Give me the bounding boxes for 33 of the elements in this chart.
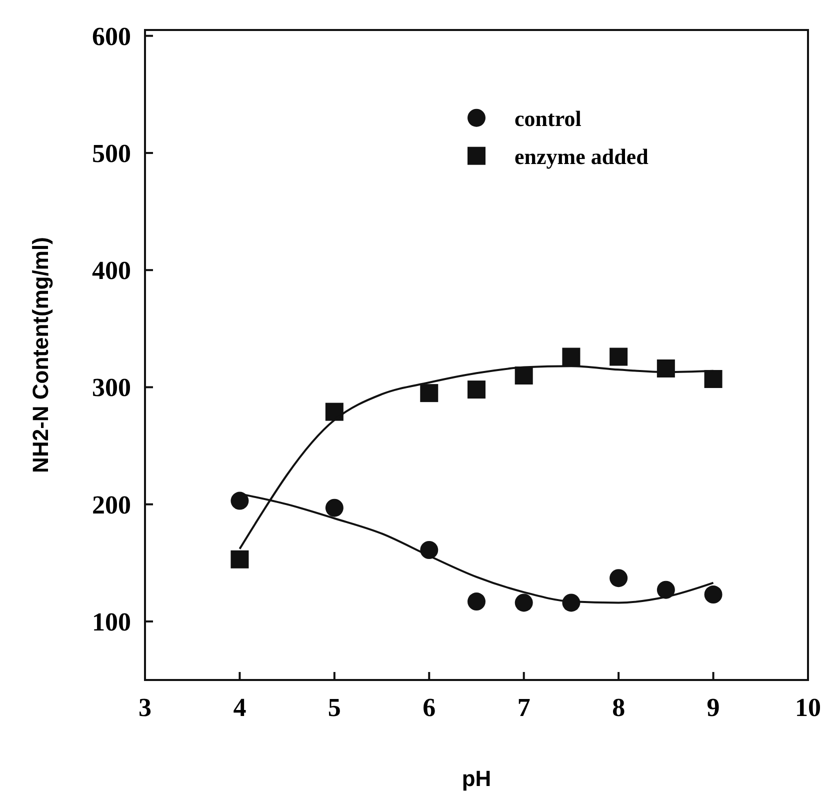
point [514,594,533,612]
y-tick-label: 600 [92,22,131,51]
x-tick-label: 9 [706,693,720,722]
x-tick-label: 7 [517,693,530,722]
point [325,498,344,517]
point [230,550,249,568]
x-axis-title: pH [462,766,492,791]
point [468,592,486,611]
point [704,370,722,388]
point [514,366,533,384]
x-tick-label: 4 [233,693,246,722]
x-tick-label: 3 [138,693,152,722]
point [704,586,722,604]
y-tick-label: 200 [92,490,131,520]
x-tick-label: 10 [795,693,821,722]
y-tick-label: 100 [92,607,131,636]
point [230,492,249,510]
x-tick-label: 5 [328,693,341,722]
point [325,402,344,421]
y-tick-label: 300 [92,373,131,402]
legend-label: enzyme added [514,144,648,169]
y-tick-label: 500 [92,138,131,168]
point [610,569,628,588]
x-tick-label: 6 [422,693,436,722]
point [562,348,580,366]
y-axis-title: NH2-N Content(mg/ml) [28,237,53,473]
y-tick-label: 400 [92,256,131,286]
point [610,348,628,366]
point [420,384,438,402]
x-tick-label: 8 [612,693,626,722]
point [656,580,675,599]
legend-label: control [514,106,582,131]
point [468,380,486,399]
